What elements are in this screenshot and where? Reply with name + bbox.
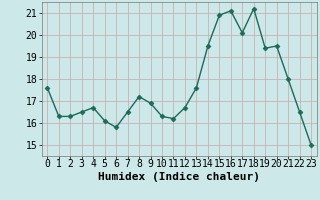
X-axis label: Humidex (Indice chaleur): Humidex (Indice chaleur) — [98, 172, 260, 182]
